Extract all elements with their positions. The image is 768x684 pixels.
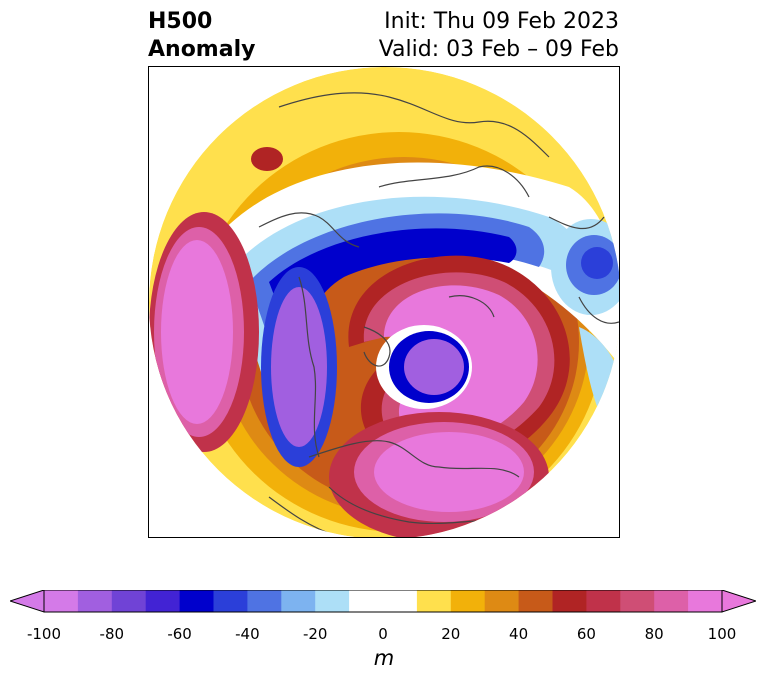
west-ridge-core — [161, 240, 233, 424]
colorbar-tick-label: 100 — [707, 625, 737, 643]
colorbar-extend-min — [10, 590, 45, 613]
colorbar-segment — [111, 590, 147, 612]
colorbar-unit: m — [373, 646, 395, 670]
colorbar-segment — [416, 590, 452, 612]
west-trough-core — [271, 287, 327, 447]
colorbar-segment — [484, 590, 520, 612]
colorbar-segment — [281, 590, 316, 612]
east-trough-core — [581, 247, 613, 279]
trough-core — [269, 228, 517, 387]
colorbar-tick-label: 20 — [441, 625, 461, 643]
colorbar-segment — [213, 590, 248, 612]
map-title-right: Init: Thu 09 Feb 2023 Valid: 03 Feb – 09… — [379, 8, 619, 64]
map-canvas — [149, 67, 619, 537]
colorbar-segment — [620, 590, 655, 612]
colorbar-segment — [179, 590, 214, 612]
colorbar-tick-label: 0 — [378, 625, 388, 643]
colorbar-segment — [654, 590, 689, 612]
colorbar-segment — [77, 590, 113, 612]
southeast-ridge-core — [374, 432, 524, 512]
colorbar-segment — [383, 590, 418, 612]
colorbar-segments — [44, 590, 723, 612]
colorbar-tick-label: -20 — [302, 625, 328, 643]
colorbar-segment — [688, 590, 723, 612]
valid-period: Valid: 03 Feb – 09 Feb — [378, 37, 619, 62]
map-title-left: H500 Anomaly — [148, 8, 255, 64]
colorbar-segment — [349, 590, 384, 612]
colorbar-tick-label: -40 — [235, 625, 260, 643]
colorbar-tick-label: -60 — [167, 625, 192, 643]
title-field: H500 — [148, 9, 213, 34]
colorbar-segment — [586, 590, 621, 612]
colorbar-segment — [552, 590, 587, 612]
colorbar-tick-label: -80 — [99, 625, 125, 643]
colorbar-tick-label: 60 — [576, 625, 596, 643]
colorbar-segment — [145, 590, 181, 612]
colorbar-outline — [43, 590, 723, 613]
colorbar — [10, 590, 756, 613]
anomaly-map — [148, 66, 620, 538]
colorbar-segment — [44, 590, 79, 612]
init-time: Init: Thu 09 Feb 2023 — [384, 9, 619, 34]
colorbar-extend-max — [721, 590, 756, 613]
colorbar-segment — [315, 590, 350, 612]
colorbar-segment — [518, 590, 553, 612]
colorbar-segment — [247, 590, 282, 612]
colorbar-tick-label: -100 — [26, 625, 62, 643]
colorbar-tick-label: 80 — [644, 625, 664, 643]
northwest-spot — [251, 147, 283, 171]
title-kind: Anomaly — [148, 37, 256, 62]
central-low-core — [404, 339, 464, 395]
colorbar-segment — [450, 590, 486, 612]
colorbar-tick-label: 40 — [509, 625, 529, 643]
